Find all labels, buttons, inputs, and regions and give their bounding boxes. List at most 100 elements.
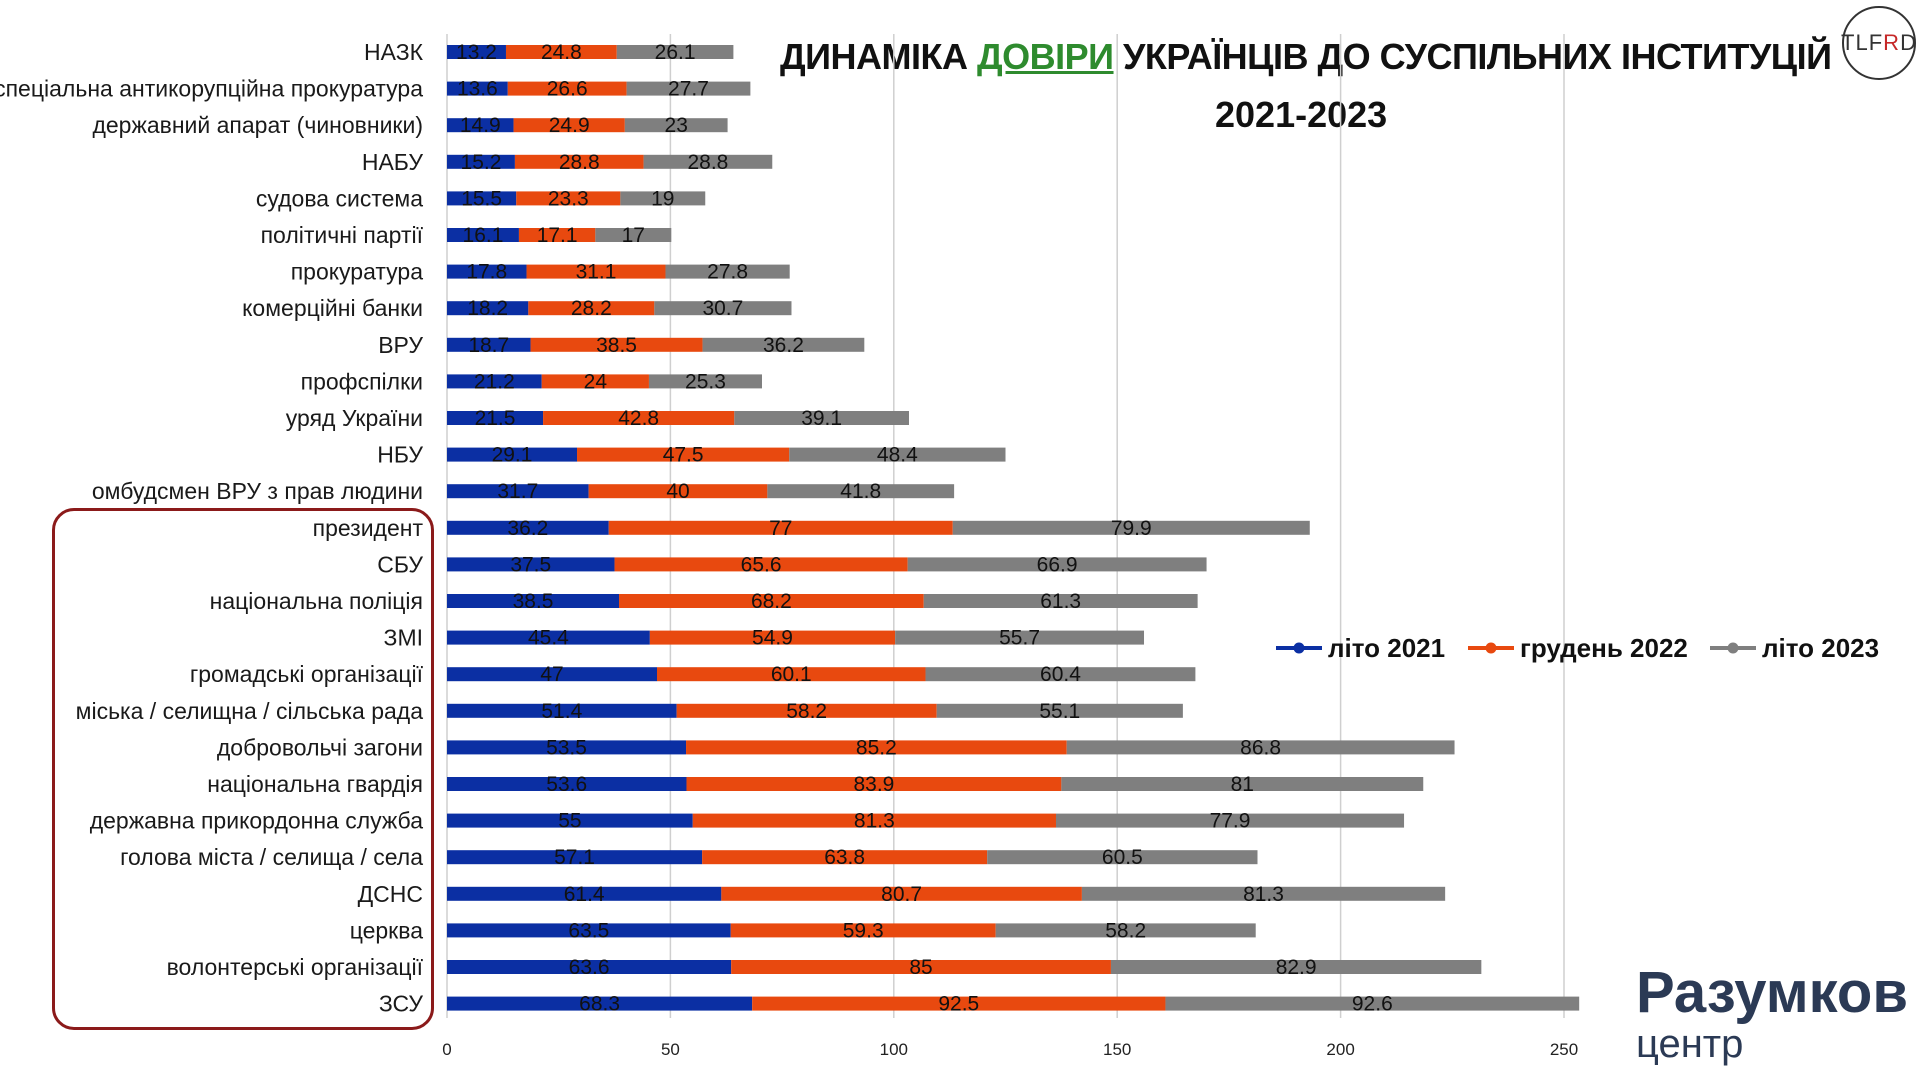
bar-segment [648,374,762,389]
bar-segment [447,118,514,133]
data-label: 29.1 [492,444,533,467]
bar-segment [649,630,896,645]
data-label: 28.2 [571,297,612,320]
data-label: 77 [769,517,792,540]
bar-segment [702,337,865,352]
bar-segment [734,411,909,425]
data-label: 23 [665,114,688,137]
data-label: 68.3 [579,993,620,1016]
data-label: 25.3 [685,370,726,393]
bar-segment [447,886,722,901]
data-label: 36.2 [763,334,804,357]
data-label: 38.5 [596,334,637,357]
data-label: 79.9 [1111,517,1152,540]
data-label: 63.8 [824,846,865,869]
data-label: 27.7 [668,78,709,101]
bar-segment [987,850,1258,865]
razumkov-logo-main: Разумков [1636,960,1909,1025]
razumkov-logo-sub: центр [1636,1022,1744,1066]
bar-segment [676,703,937,718]
category-label: ВРУ [378,332,423,358]
data-label: 58.2 [786,700,827,723]
bar-segment [616,45,734,59]
bar-segment [514,154,644,169]
x-tick-label: 100 [880,1040,908,1059]
data-label: 81 [1231,773,1254,796]
category-label: громадські організації [190,661,424,687]
data-label: 51.4 [541,700,582,723]
data-label: 15.2 [461,151,502,174]
bar-segment [447,484,589,499]
bar-segment [595,228,672,242]
data-label: 57.1 [554,846,595,869]
data-label: 40 [666,480,689,503]
data-label: 53.5 [546,736,587,759]
category-label: ДСНС [358,881,423,907]
data-label: 26.1 [655,41,696,64]
data-label: 45.4 [528,627,569,650]
category-label: національна гвардія [207,771,423,797]
category-label: НАЗК [364,39,424,65]
data-label: 53.6 [546,773,587,796]
data-label: 77.9 [1210,810,1251,833]
bar-segment [1110,960,1482,974]
bar-segment [447,191,517,206]
bar-segment [936,703,1183,718]
bar-segment [516,191,621,206]
category-label: церква [350,917,424,943]
category-label: добровольчі загони [217,734,423,760]
chart-subtitle-years: 2021-2023 [1215,94,1388,135]
bar-segment [608,520,953,535]
bar-segment [447,777,687,791]
bar-segment [447,154,515,169]
data-label: 26.6 [547,78,588,101]
data-label: 19 [651,187,674,210]
bar-segment [767,484,955,499]
data-label: 86.8 [1240,736,1281,759]
data-label: 65.6 [741,553,782,576]
bar-segment [447,520,609,535]
bar-segment [721,886,1082,901]
title-suffix: УКРАЇНЦІВ ДО СУСПІЛЬНИХ ІНСТИТУЦІЙ [1113,36,1832,77]
bar-segment [1066,740,1455,755]
bar-segment [447,667,657,682]
data-label: 30.7 [702,297,743,320]
data-label: 36.2 [507,517,548,540]
bar-segment [665,264,790,279]
data-label: 54.9 [752,627,793,650]
category-label: президент [313,515,424,541]
legend-entry: літо 2023 [1762,633,1879,663]
chart-title: ДИНАМІКА ДОВІРИ УКРАЇНЦІВ ДО СУСПІЛЬНИХ … [780,36,1860,78]
category-label: профспілки [301,368,423,394]
data-label: 24.9 [549,114,590,137]
data-label: 63.6 [569,956,610,979]
data-label: 60.1 [771,663,812,686]
bar-segment [731,960,1111,974]
data-label: 24.8 [541,41,582,64]
data-label: 21.2 [474,370,515,393]
data-label: 85.2 [856,736,897,759]
data-label: 13.6 [457,78,498,101]
bar-segment [588,484,768,499]
bar-segment [513,118,625,133]
category-label: голова міста / селища / села [120,844,423,870]
data-label: 66.9 [1037,553,1078,576]
bar-segment [447,374,542,389]
data-label: 58.2 [1105,919,1146,942]
category-label: ЗСУ [379,991,423,1017]
bar-segment [654,301,792,316]
data-label: 18.2 [467,297,508,320]
category-label: ЗМІ [384,625,423,651]
data-label: 55 [558,810,581,833]
data-label: 92.6 [1352,993,1393,1016]
category-label: НБУ [377,442,423,468]
bar-segment [789,447,1006,462]
data-label: 21.5 [475,407,516,430]
bar-segment [447,996,753,1011]
data-label: 39.1 [801,407,842,430]
data-label: 47 [540,663,563,686]
category-label: державний апарат (чиновники) [92,112,423,138]
category-label: уряд України [286,405,423,431]
data-label: 16.1 [463,224,504,247]
